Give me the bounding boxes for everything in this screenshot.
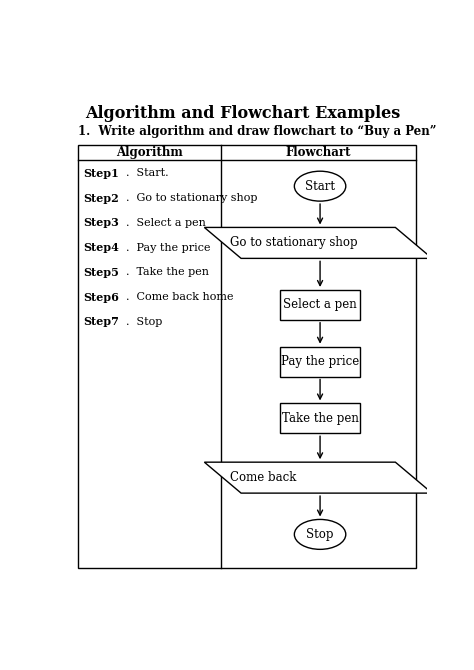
Text: Step1: Step1 — [83, 168, 119, 179]
Text: Select a pen: Select a pen — [283, 298, 357, 312]
Polygon shape — [204, 227, 432, 259]
Ellipse shape — [294, 519, 346, 549]
Text: Flowchart: Flowchart — [285, 146, 351, 159]
Polygon shape — [204, 462, 432, 493]
Text: Start: Start — [305, 180, 335, 193]
Text: 1.  Write algorithm and draw flowchart to “Buy a Pen”: 1. Write algorithm and draw flowchart to… — [78, 125, 436, 139]
Text: Algorithm: Algorithm — [116, 146, 182, 159]
Text: Algorithm and Flowchart Examples: Algorithm and Flowchart Examples — [85, 105, 401, 123]
Bar — [78, 145, 416, 568]
Text: .  Pay the price: . Pay the price — [126, 243, 210, 253]
Bar — [280, 403, 360, 433]
Text: .  Start.: . Start. — [126, 168, 169, 178]
Text: Step2: Step2 — [83, 192, 119, 204]
Ellipse shape — [294, 172, 346, 201]
Text: Step5: Step5 — [83, 267, 119, 278]
Text: Step4: Step4 — [83, 242, 119, 253]
Text: Take the pen: Take the pen — [282, 412, 358, 425]
Text: Step6: Step6 — [83, 291, 119, 303]
Bar — [280, 346, 360, 377]
Text: .  Come back home: . Come back home — [126, 292, 234, 302]
Text: .  Select a pen: . Select a pen — [126, 218, 206, 228]
Bar — [280, 290, 360, 320]
Text: .  Stop: . Stop — [126, 317, 163, 327]
Text: .  Take the pen: . Take the pen — [126, 267, 209, 277]
Text: Come back: Come back — [230, 471, 296, 484]
Text: Step3: Step3 — [83, 217, 119, 228]
Text: Go to stationary shop: Go to stationary shop — [230, 237, 358, 249]
Text: Step7: Step7 — [83, 316, 119, 328]
Text: Pay the price: Pay the price — [281, 355, 359, 368]
Text: .  Go to stationary shop: . Go to stationary shop — [126, 193, 258, 203]
Text: Stop: Stop — [306, 528, 334, 541]
